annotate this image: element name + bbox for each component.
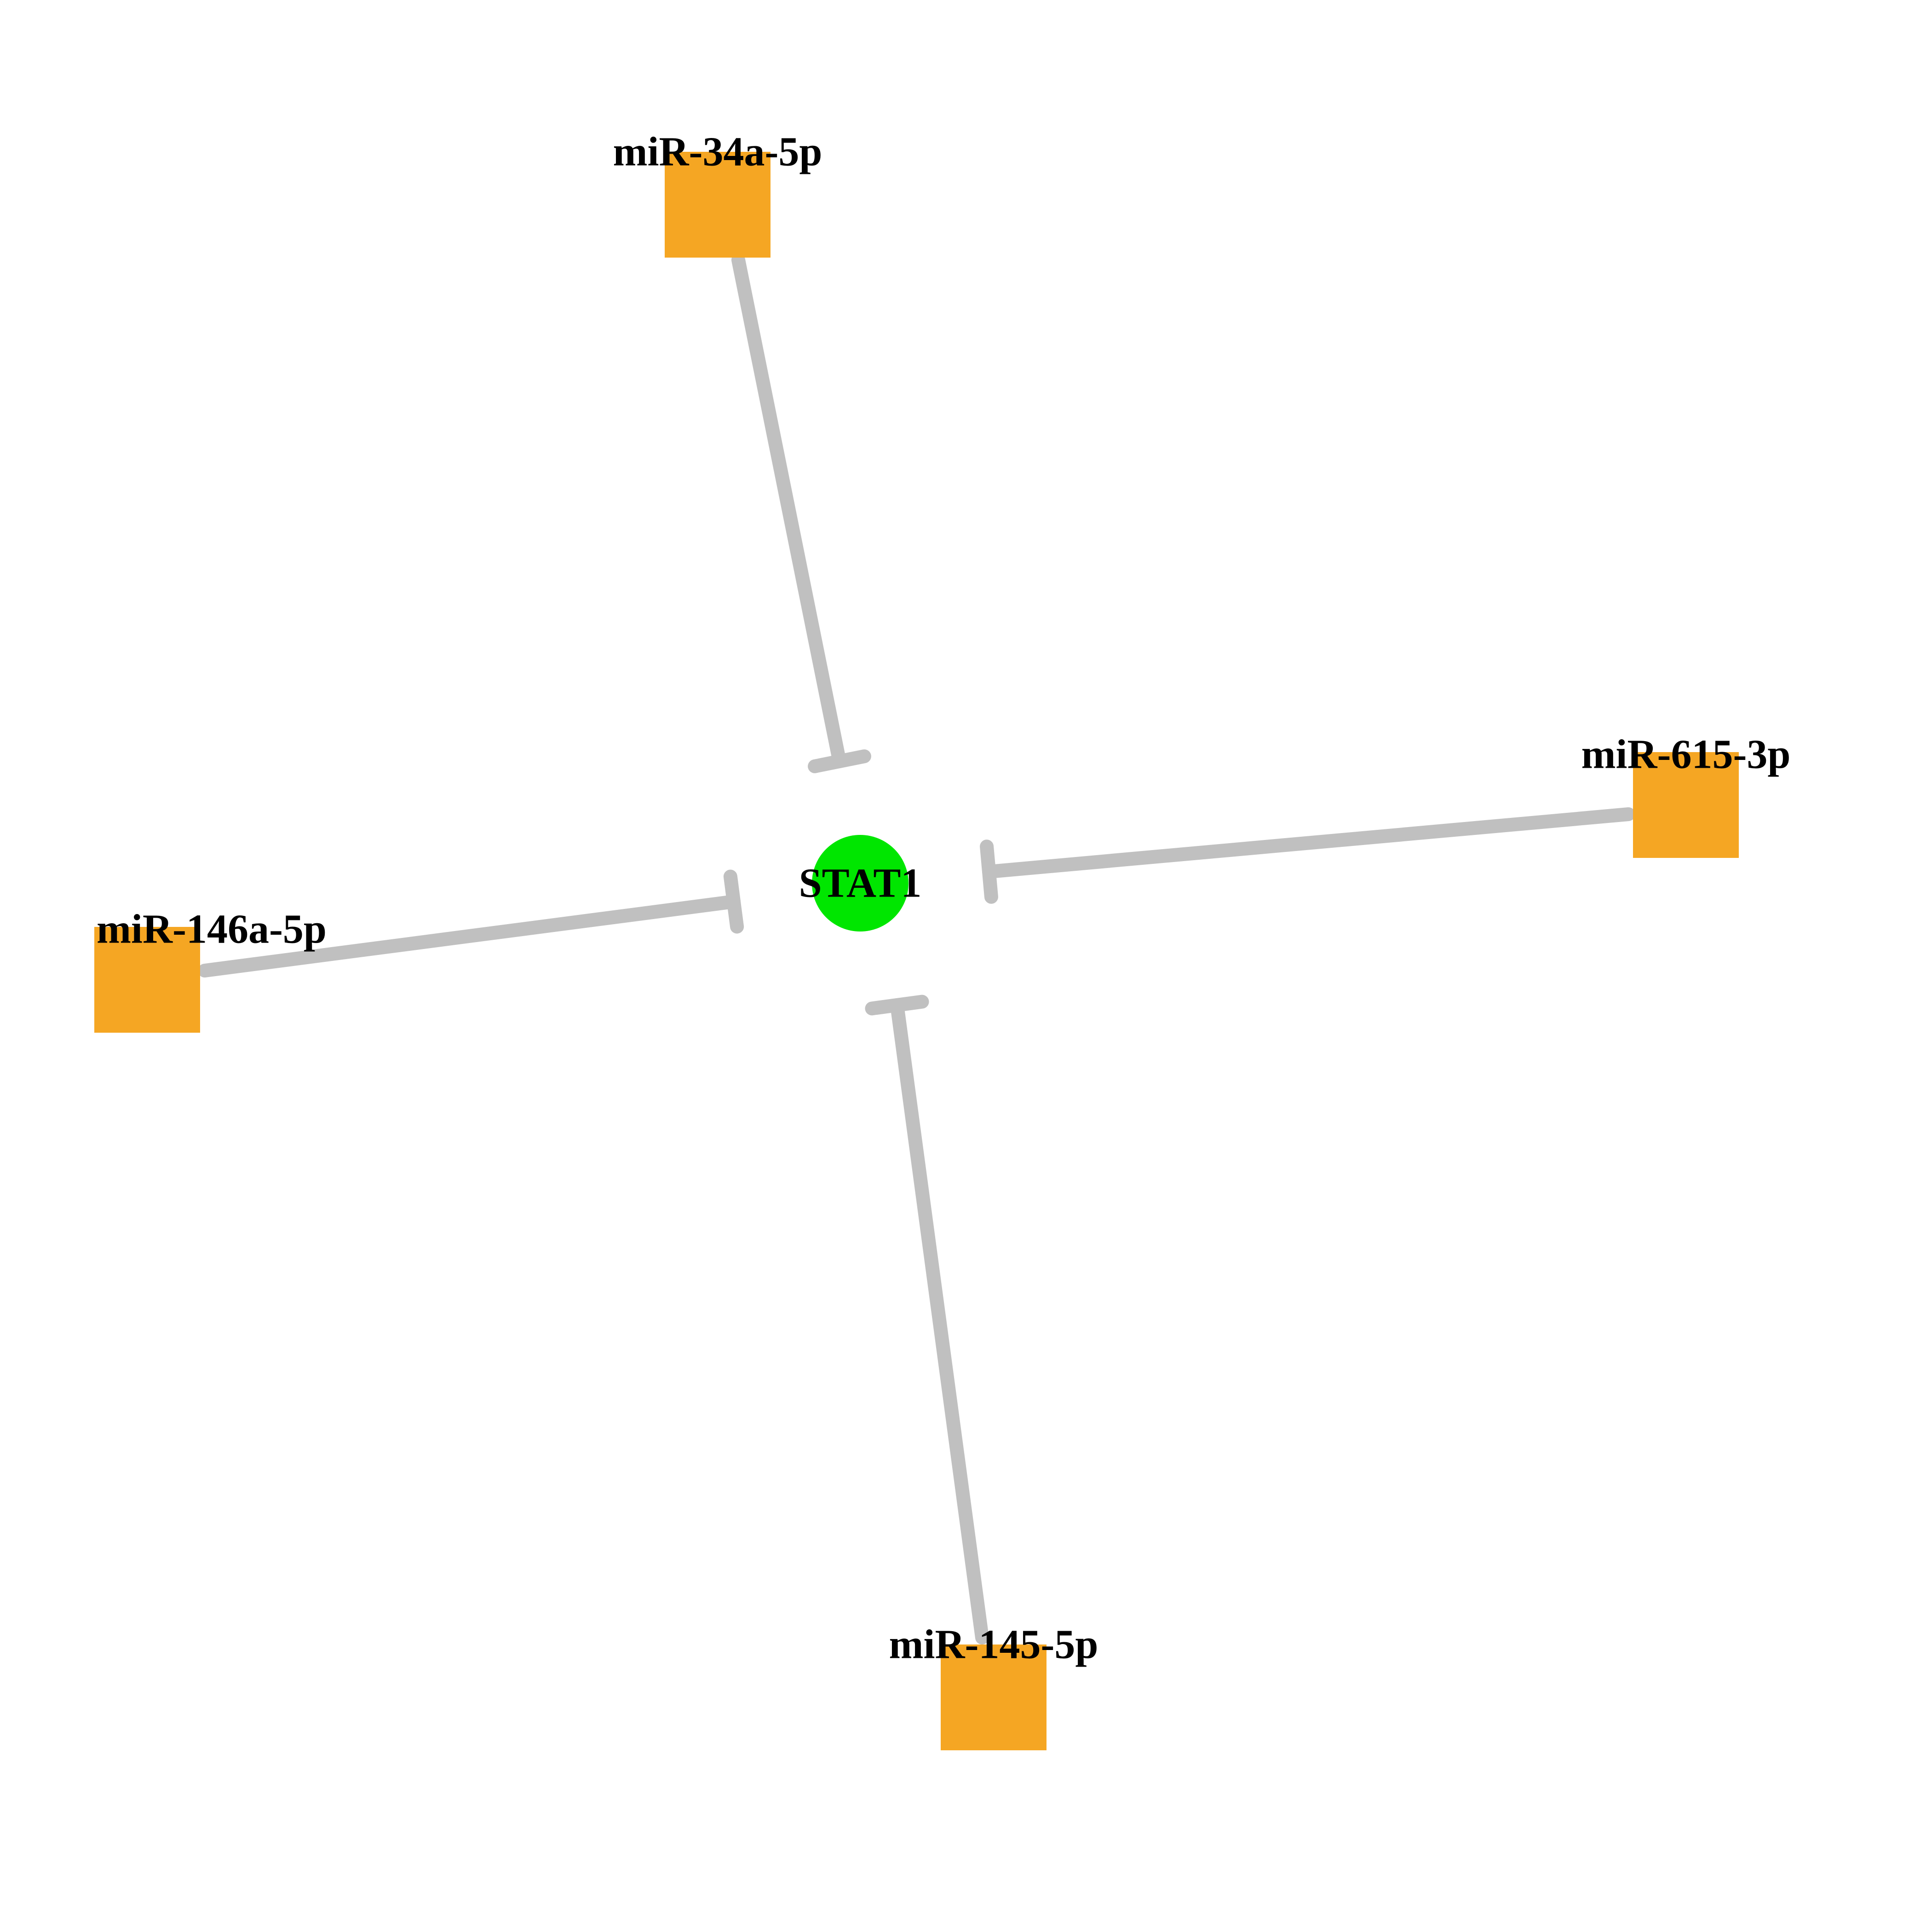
edge-mir145 (872, 1002, 982, 1638)
outer-node-label-mir145: miR-145-5p (889, 1621, 1098, 1668)
outer-node-label-mir34a: miR-34a-5p (613, 128, 822, 176)
center-node-label: STAT1 (799, 860, 922, 907)
edge-mir615 (987, 814, 1628, 897)
network-diagram: STAT1 miR-34a-5p miR-615-3p miR-146a-5p miR-… (0, 0, 1932, 1932)
outer-node-label-mir146a: miR-146a-5p (97, 906, 327, 953)
edge-mir34a (738, 260, 864, 766)
outer-node-label-mir615: miR-615-3p (1581, 731, 1791, 778)
